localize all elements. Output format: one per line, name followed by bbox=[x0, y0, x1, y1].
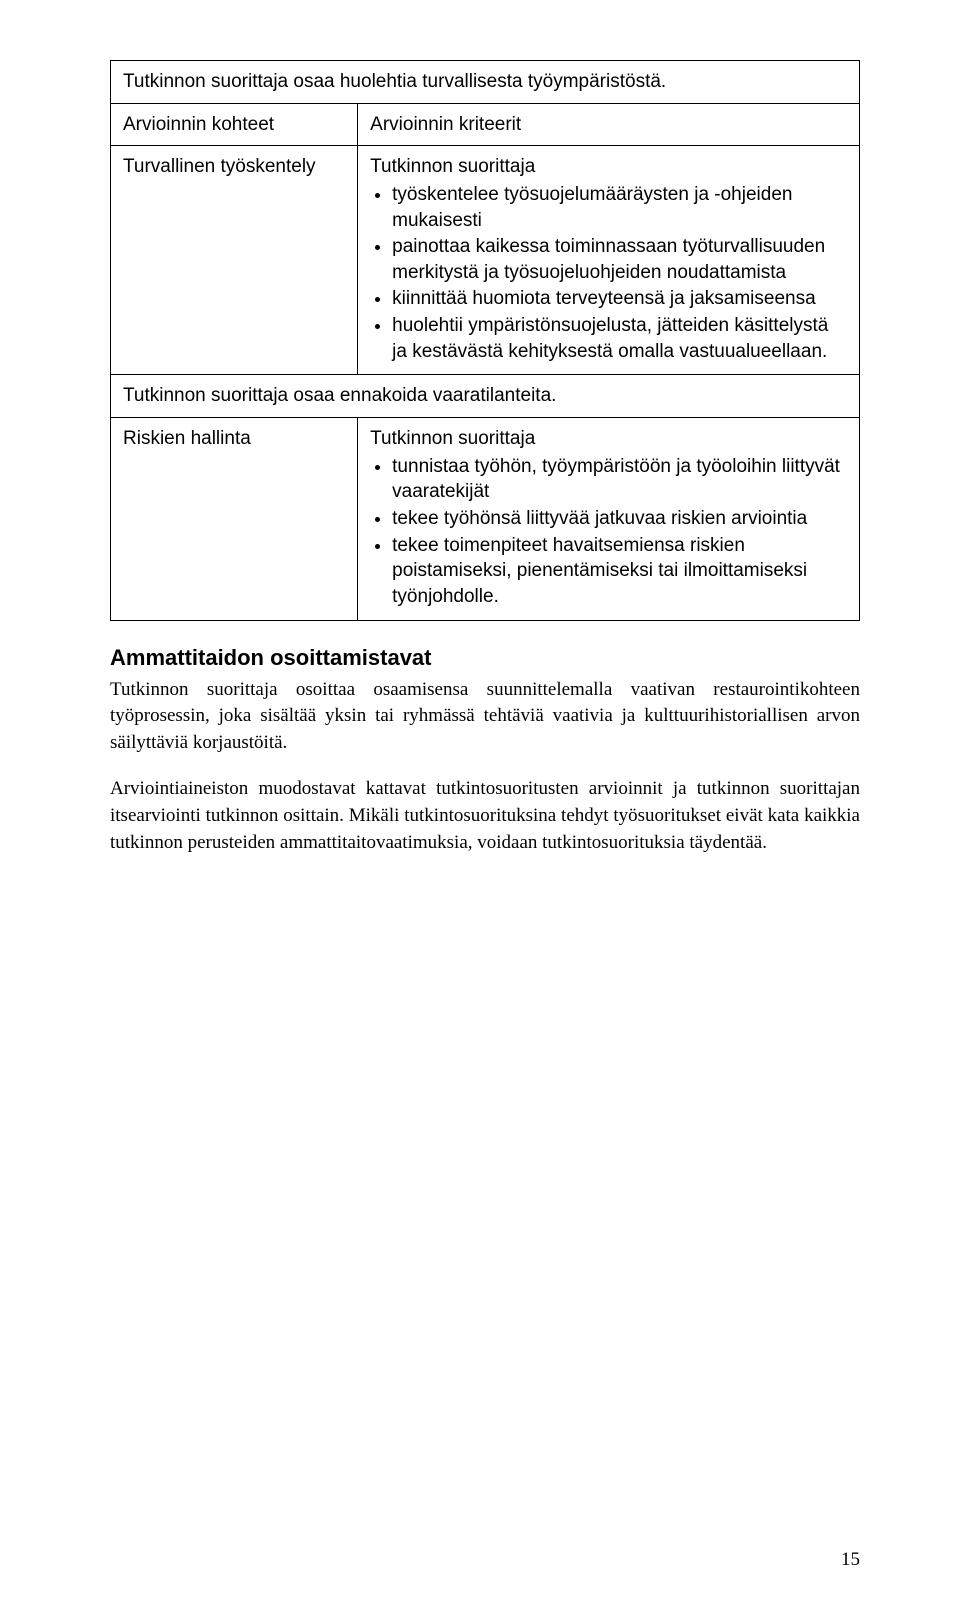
list-item: kiinnittää huomiota terveyteensä ja jaks… bbox=[392, 286, 847, 312]
table-row: Tutkinnon suorittaja osaa ennakoida vaar… bbox=[111, 375, 860, 418]
body-paragraph-1: Tutkinnon suorittaja osoittaa osaamisens… bbox=[110, 677, 860, 757]
cell-row2-left: Riskien hallinta bbox=[111, 418, 358, 620]
col-header-right: Arvioinnin kriteerit bbox=[358, 103, 860, 146]
list-item: tunnistaa työhön, työympäristöön ja työo… bbox=[392, 454, 847, 505]
page-number: 15 bbox=[841, 1549, 860, 1571]
row1-intro: Tutkinnon suorittaja bbox=[370, 156, 535, 177]
row1-bullet-list: työskentelee työsuojelumääräysten ja -oh… bbox=[370, 182, 847, 364]
section-header-2: Tutkinnon suorittaja osaa ennakoida vaar… bbox=[111, 375, 860, 418]
table-row: Turvallinen työskentely Tutkinnon suorit… bbox=[111, 146, 860, 375]
list-item: huolehtii ympäristönsuojelusta, jätteide… bbox=[392, 313, 847, 364]
list-item: tekee toimenpiteet havaitsemiensa riskie… bbox=[392, 533, 847, 610]
table-row: Arvioinnin kohteet Arvioinnin kriteerit bbox=[111, 103, 860, 146]
col-header-left: Arvioinnin kohteet bbox=[111, 103, 358, 146]
row2-intro: Tutkinnon suorittaja bbox=[370, 428, 535, 449]
section-header-1: Tutkinnon suorittaja osaa huolehtia turv… bbox=[111, 61, 860, 104]
list-item: painottaa kaikessa toiminnassaan työturv… bbox=[392, 234, 847, 285]
cell-row1-right: Tutkinnon suorittaja työskentelee työsuo… bbox=[358, 146, 860, 375]
list-item: tekee työhönsä liittyvää jatkuvaa riskie… bbox=[392, 506, 847, 532]
assessment-table: Tutkinnon suorittaja osaa huolehtia turv… bbox=[110, 60, 860, 621]
cell-row2-right: Tutkinnon suorittaja tunnistaa työhön, t… bbox=[358, 418, 860, 620]
row2-bullet-list: tunnistaa työhön, työympäristöön ja työo… bbox=[370, 454, 847, 610]
list-item: työskentelee työsuojelumääräysten ja -oh… bbox=[392, 182, 847, 233]
document-page: Tutkinnon suorittaja osaa huolehtia turv… bbox=[0, 0, 960, 1599]
table-row: Tutkinnon suorittaja osaa huolehtia turv… bbox=[111, 61, 860, 104]
cell-row1-left: Turvallinen työskentely bbox=[111, 146, 358, 375]
body-paragraph-2: Arviointiaineiston muodostavat kattavat … bbox=[110, 776, 860, 856]
section-subheading: Ammattitaidon osoittamistavat bbox=[110, 645, 860, 671]
table-row: Riskien hallinta Tutkinnon suorittaja tu… bbox=[111, 418, 860, 620]
